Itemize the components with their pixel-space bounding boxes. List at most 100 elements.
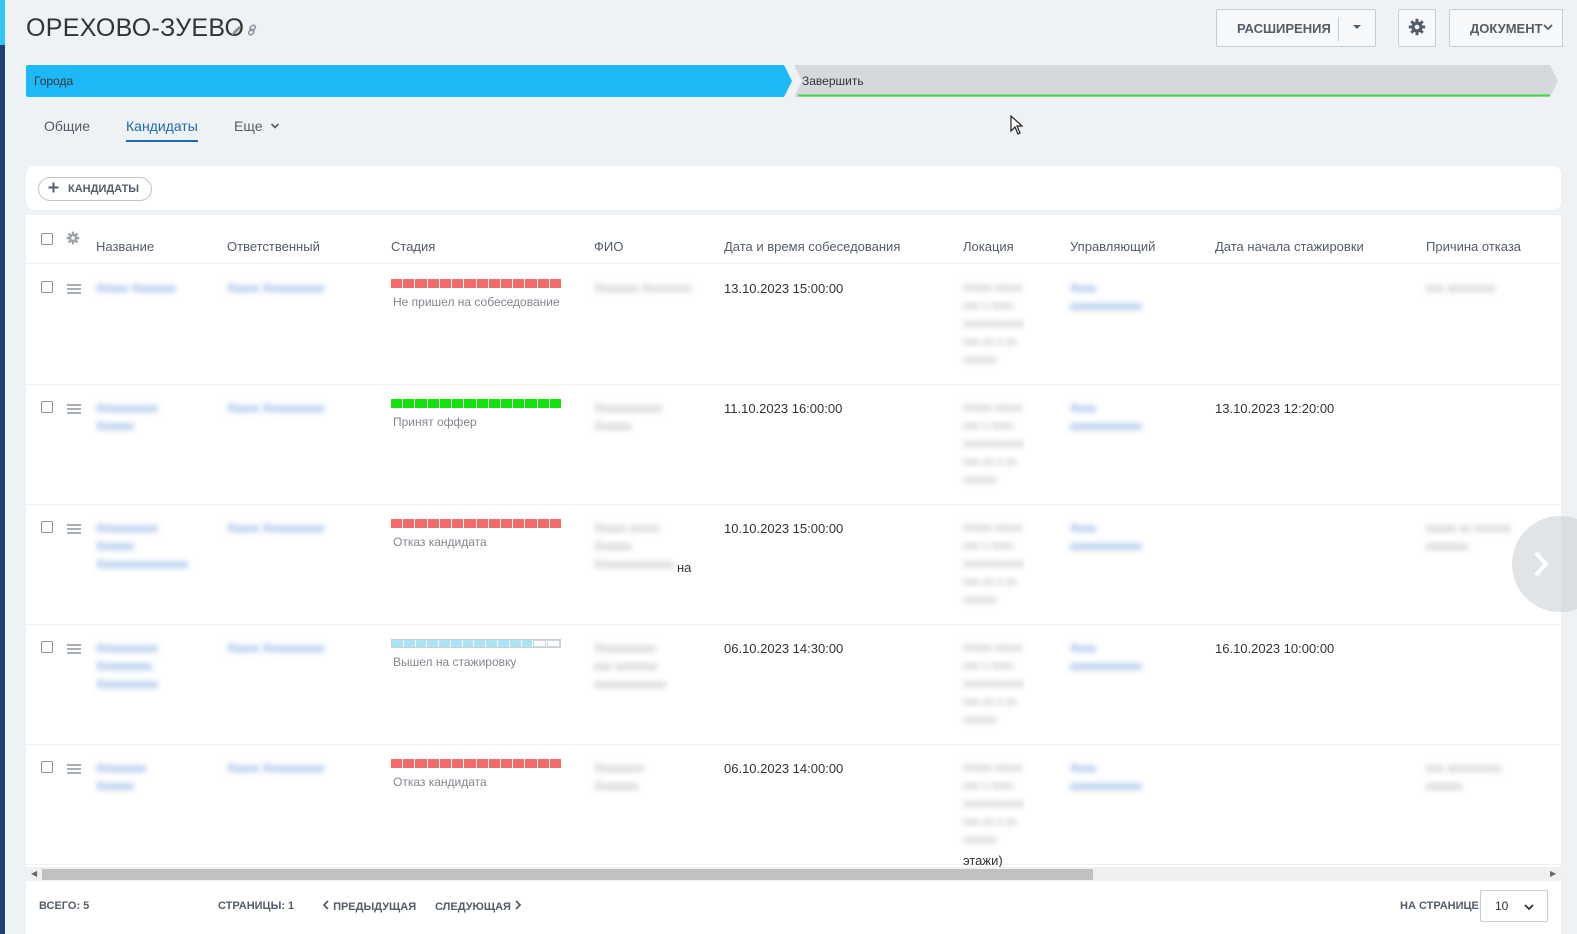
location-text: Ххххх ххххх ххх х хххх ххххххххххх ххх хх х… <box>963 639 1024 729</box>
fio-text: Ххххххх Хххххххх <box>594 279 691 297</box>
manager-link[interactable]: Хххх хххххххххххх <box>1070 519 1142 555</box>
row-menu-icon[interactable] <box>67 524 81 536</box>
responsible-link[interactable]: Ххххх Хххххххххх <box>227 521 325 535</box>
candidate-name-link[interactable]: Ххххх Ххххххх <box>96 279 175 297</box>
stage-progress-segment <box>476 759 488 768</box>
column-header-name[interactable]: Название <box>96 239 155 254</box>
stage-text: Отказ кандидата <box>393 535 487 549</box>
stage-cities[interactable]: Города <box>26 65 792 97</box>
chevron-down-icon[interactable] <box>1351 20 1363 37</box>
column-header-interview-datetime[interactable]: Дата и время собеседования <box>724 239 901 254</box>
tab-more[interactable]: Еще <box>234 118 280 140</box>
interview-datetime: 10.10.2023 15:00:00 <box>724 521 844 536</box>
page-title: ОРЕХОВО-ЗУЕВО <box>26 14 245 42</box>
document-button[interactable]: ДОКУМЕНТ <box>1449 9 1563 47</box>
document-label: ДОКУМЕНТ <box>1470 21 1543 36</box>
tab-general[interactable]: Общие <box>44 118 91 134</box>
stage-progress-segment <box>427 399 439 408</box>
responsible-link[interactable]: Ххххх Хххххххххх <box>227 761 325 775</box>
stage-progress-segment <box>439 279 452 288</box>
stage-progress-segment <box>452 519 464 528</box>
extensions-label: РАСШИРЕНИЯ <box>1237 21 1331 36</box>
manager-link[interactable]: Хххх хххххххххххх <box>1070 639 1142 675</box>
extensions-button[interactable]: РАСШИРЕНИЯ <box>1216 9 1376 47</box>
tab-candidates[interactable]: Кандидаты <box>126 118 198 142</box>
manager-link[interactable]: Хххх хххххххххххх <box>1070 399 1142 435</box>
column-header-internship-start[interactable]: Дата начала стажировки <box>1215 239 1364 254</box>
manager-line: хххххххххххх <box>1070 539 1142 553</box>
table-row[interactable]: Хххххххххх Ххххххххх Хххххххххх Ххххх Ххххх… <box>26 624 1561 745</box>
scroll-right-arrow-icon[interactable]: ▶ <box>1550 869 1557 878</box>
location-line: ххх х хххх <box>963 300 1014 312</box>
gear-icon <box>1408 18 1426 39</box>
candidate-name-link[interactable]: Хххххххххх Хххххх <box>96 399 158 435</box>
manager-link[interactable]: Хххх хххххххххххх <box>1070 759 1142 795</box>
stage-progress-bar[interactable] <box>391 759 562 768</box>
column-header-refusal-reason[interactable]: Причина отказа <box>1426 239 1522 254</box>
stage-progress-bar[interactable] <box>391 639 561 648</box>
row-checkbox[interactable] <box>41 641 53 653</box>
fio-line: ххх ххххххх <box>594 659 658 673</box>
prev-page-link[interactable]: ПРЕДЫДУЩАЯ <box>322 900 416 913</box>
row-menu-icon[interactable] <box>67 644 81 656</box>
fio-line: Хххххххххх <box>594 641 657 655</box>
add-candidates-button[interactable]: КАНДИДАТЫ <box>38 177 152 201</box>
candidate-name-link[interactable]: Хххххххх Хххххх <box>96 759 146 795</box>
scroll-left-arrow-icon[interactable]: ◀ <box>31 869 38 878</box>
stage-progress-segment <box>537 519 549 528</box>
column-header-responsible[interactable]: Ответственный <box>227 239 320 254</box>
column-header-manager[interactable]: Управляющий <box>1070 239 1156 254</box>
stage-progress-segment <box>427 640 439 647</box>
pages-value[interactable]: 1 <box>288 900 295 912</box>
stage-progress-segment <box>439 399 452 408</box>
select-all-checkbox[interactable] <box>41 233 53 245</box>
responsible-link[interactable]: Ххххх Хххххххххх <box>227 281 325 295</box>
row-checkbox[interactable] <box>41 521 53 533</box>
stage-progress-bar[interactable] <box>391 279 562 288</box>
stage-progress-bar[interactable] <box>391 399 562 408</box>
pencil-icon[interactable] <box>231 24 243 39</box>
split-separator <box>1338 17 1339 41</box>
row-checkbox[interactable] <box>41 761 53 773</box>
per-page-select[interactable]: 10 <box>1480 890 1548 922</box>
fio-line: хххххххххххх <box>594 677 666 691</box>
location-line: ххх х хххх <box>963 780 1014 792</box>
gear-icon[interactable] <box>66 231 80 250</box>
scrollbar-thumb[interactable] <box>42 869 1093 880</box>
row-menu-icon[interactable] <box>67 764 81 776</box>
column-header-stage[interactable]: Стадия <box>391 239 436 254</box>
stage-progress-segment <box>486 640 498 647</box>
row-checkbox[interactable] <box>41 281 53 293</box>
table-row[interactable]: Ххххх Ххххххх Ххххх Хххххххххх Не пришел н… <box>26 264 1561 385</box>
link-icon[interactable] <box>246 24 258 39</box>
column-header-fio[interactable]: ФИО <box>594 239 624 254</box>
stage-finish[interactable]: Завершить <box>794 65 1560 97</box>
location-line: ххххххххххх <box>963 558 1024 570</box>
stage-progress-segment <box>452 279 464 288</box>
stage-progress-bar[interactable] <box>391 519 562 528</box>
location-line: Ххххх ххххх <box>963 402 1023 414</box>
stage-progress-segment <box>391 279 403 288</box>
row-menu-icon[interactable] <box>67 284 81 296</box>
next-page-link[interactable]: СЛЕДУЮЩАЯ <box>435 900 522 913</box>
candidate-name-link[interactable]: Хххххххххх Хххххх Ххххххххххххххх <box>96 519 188 573</box>
location-line: хххххх <box>963 354 996 366</box>
fio-line: Ххххххх <box>594 779 639 793</box>
manager-line: хххххххххххх <box>1070 659 1142 673</box>
manager-link[interactable]: Хххх хххххххххххх <box>1070 279 1142 315</box>
stage-progress-segment <box>439 519 452 528</box>
row-menu-icon[interactable] <box>67 404 81 416</box>
candidate-name-link[interactable]: Хххххххххх Ххххххххх Хххххххххх <box>96 639 158 693</box>
settings-button[interactable] <box>1398 9 1436 47</box>
candidate-name-line: Хххххх <box>96 539 135 553</box>
row-checkbox[interactable] <box>41 401 53 413</box>
column-header-location[interactable]: Локация <box>963 239 1014 254</box>
responsible-link[interactable]: Ххххх Хххххххххх <box>227 641 325 655</box>
table-row[interactable]: Хххххххххх Хххххх Ххххх Хххххххххх Принят о… <box>26 384 1561 505</box>
candidate-name-line: Хххххх <box>96 779 135 793</box>
stage-progress-segment <box>525 279 537 288</box>
table-row[interactable]: Хххххххх Хххххх Ххххх Хххххххххх Отказ канд… <box>26 744 1561 868</box>
table-row[interactable]: Хххххххххх Хххххх Ххххххххххххххх Ххххх Ххх… <box>26 504 1561 625</box>
horizontal-scrollbar[interactable]: ◀ ▶ <box>26 867 1561 881</box>
responsible-link[interactable]: Ххххх Хххххххххх <box>227 401 325 415</box>
